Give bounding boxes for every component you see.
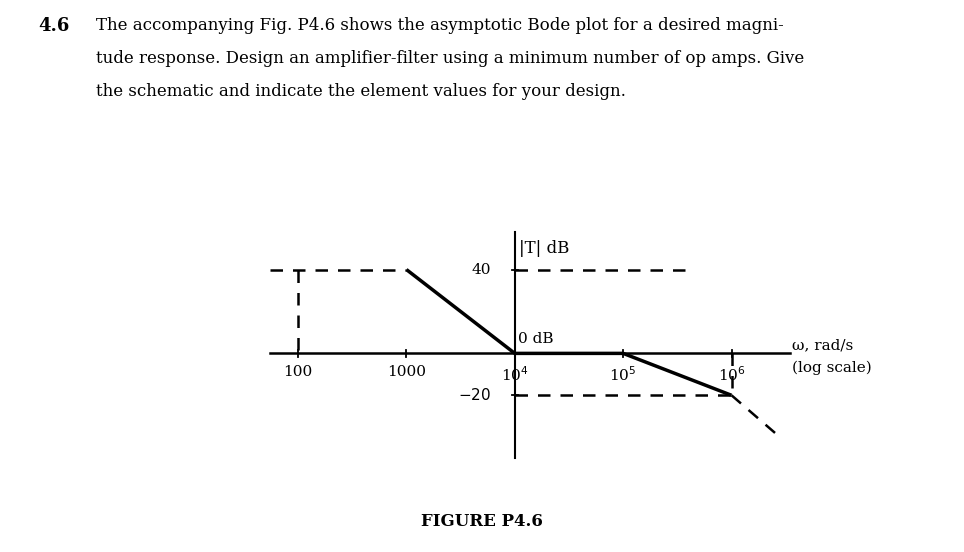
Text: |T| dB: |T| dB: [520, 240, 570, 257]
Text: 10$^6$: 10$^6$: [717, 365, 745, 384]
Text: $-20$: $-20$: [458, 388, 491, 404]
Text: The accompanying Fig. P4.6 shows the asymptotic Bode plot for a desired magni-: The accompanying Fig. P4.6 shows the asy…: [96, 17, 784, 34]
Text: 40: 40: [471, 263, 491, 277]
Text: 4.6: 4.6: [39, 17, 70, 35]
Text: 0 dB: 0 dB: [519, 332, 554, 346]
Text: 1000: 1000: [387, 365, 426, 379]
Text: 10$^4$: 10$^4$: [501, 365, 528, 384]
Text: ω, rad/s: ω, rad/s: [791, 338, 853, 352]
Text: (log scale): (log scale): [791, 361, 871, 375]
Text: 10$^5$: 10$^5$: [609, 365, 637, 384]
Text: FIGURE P4.6: FIGURE P4.6: [421, 513, 543, 530]
Text: tude response. Design an amplifier-filter using a minimum number of op amps. Giv: tude response. Design an amplifier-filte…: [96, 50, 805, 67]
Text: the schematic and indicate the element values for your design.: the schematic and indicate the element v…: [96, 83, 627, 100]
Text: 100: 100: [283, 365, 312, 379]
